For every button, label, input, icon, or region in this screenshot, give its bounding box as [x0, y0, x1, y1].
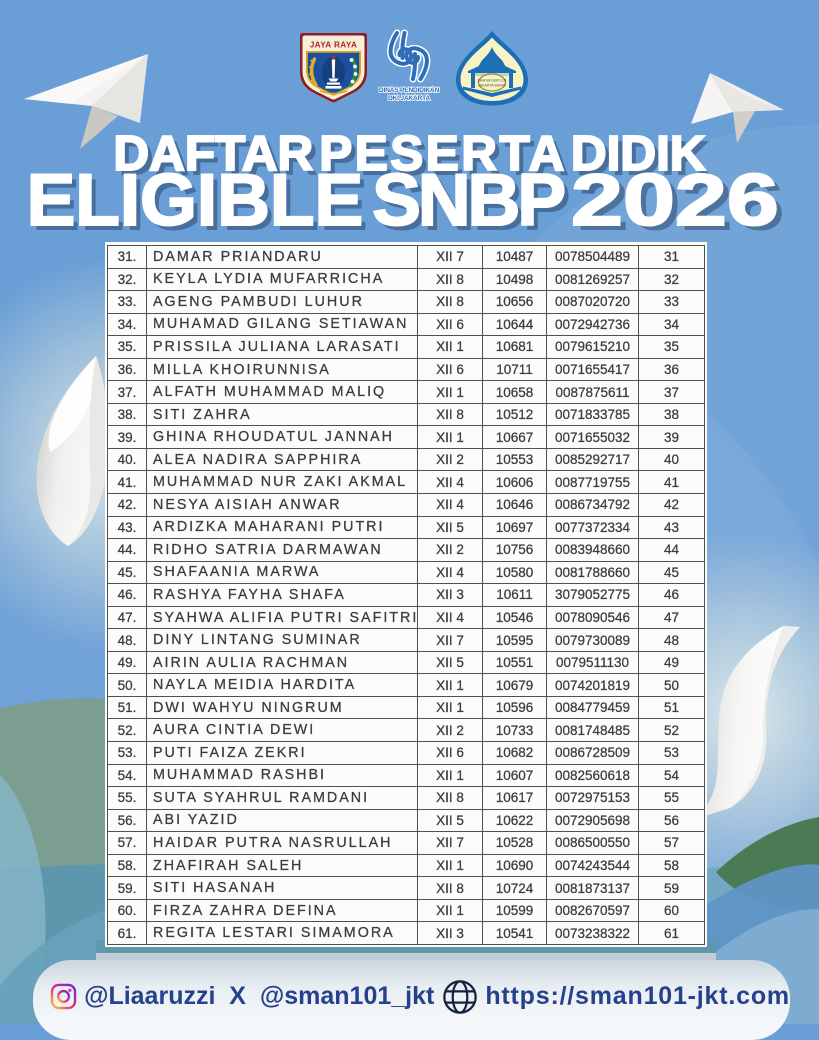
svg-text:DINAS PENDIDIKAN: DINAS PENDIDIKAN — [379, 87, 440, 94]
svg-text:SMA NEGERI 101: SMA NEGERI 101 — [477, 79, 506, 83]
svg-text:JAYA RAYA: JAYA RAYA — [310, 41, 358, 50]
svg-text:DKI JAKARTA: DKI JAKARTA — [388, 95, 430, 102]
svg-text:JAKARTA BARAT: JAKARTA BARAT — [478, 84, 507, 88]
